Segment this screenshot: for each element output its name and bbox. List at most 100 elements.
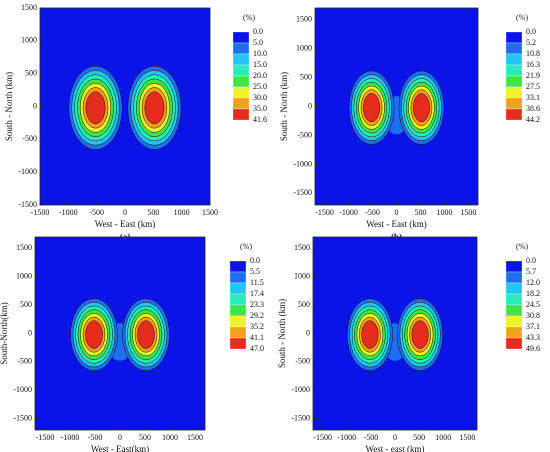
colorbar-box (505, 97, 523, 110)
y-tick-label: 1000 (16, 272, 32, 281)
contour-band (144, 91, 165, 125)
y-tick-label: 0 (306, 328, 310, 337)
colorbar-box (229, 326, 247, 339)
colorbar-box (505, 31, 523, 44)
colorbar-box (229, 282, 247, 295)
y-tick-label: -1500 (291, 413, 310, 422)
x-tick-label: 500 (147, 208, 159, 217)
contour-band (413, 93, 430, 123)
x-tick-label: -1000 (339, 208, 358, 217)
colorbar-label: 33.1 (526, 93, 540, 102)
colorbar-box (505, 260, 523, 273)
x-tick-label: -500 (365, 208, 380, 217)
y-axis-label: South - North (km) (4, 72, 14, 141)
y-tick-label: 500 (25, 68, 37, 77)
colorbar-title: (%) (516, 242, 528, 251)
colorbar-title: (%) (240, 242, 252, 251)
y-tick-label: -500 (295, 357, 310, 366)
x-tick-label: -1000 (61, 433, 80, 442)
colorbar-label: 20.0 (253, 71, 267, 80)
colorbar-box (505, 293, 523, 306)
colorbar-label: 41.6 (253, 115, 267, 124)
y-tick-label: 0 (33, 101, 37, 110)
x-tick-label: 1000 (436, 208, 452, 217)
y-tick-label: -500 (22, 134, 37, 143)
x-tick-label: 0 (395, 208, 399, 217)
y-tick-label: -1000 (13, 385, 32, 394)
y-tick-label: 1500 (16, 243, 32, 252)
colorbar-label: 5.5 (250, 267, 260, 276)
colorbar-label: 35.0 (253, 104, 267, 113)
colorbar-box (505, 53, 523, 66)
y-tick-label: 500 (298, 300, 310, 309)
colorbar-label: 49.6 (526, 344, 540, 353)
colorbar-label: 16.3 (526, 60, 540, 69)
colorbar-box (229, 315, 247, 328)
y-tick-label: -1000 (293, 159, 312, 168)
colorbar-box (229, 260, 247, 273)
colorbar-label: 24.5 (526, 300, 540, 309)
colorbar-box (505, 42, 523, 55)
colorbar-box (505, 304, 523, 317)
x-tick-label: 0 (118, 433, 122, 442)
colorbar-box (232, 31, 250, 44)
colorbar-box (505, 108, 523, 121)
x-axis-label: West - East (km) (366, 219, 427, 229)
x-tick-label: 1000 (162, 433, 178, 442)
colorbar-box (232, 97, 250, 110)
x-tick-label: -1000 (337, 433, 356, 442)
y-tick-label: 1500 (296, 14, 312, 23)
x-tick-label: 1500 (460, 208, 476, 217)
x-tick-label: -1000 (59, 208, 78, 217)
x-tick-label: -500 (364, 433, 379, 442)
y-tick-label: 0 (308, 101, 312, 110)
colorbar-label: 0.0 (250, 256, 260, 265)
colorbar-box (505, 75, 523, 88)
y-axis-label: South - North (km) (277, 299, 287, 368)
y-axis-label: South - North (km) (279, 72, 289, 141)
x-tick-label: 1000 (435, 433, 451, 442)
colorbar-label: 43.3 (526, 333, 540, 342)
y-tick-label: 1000 (21, 36, 37, 45)
colorbar-label: 41.1 (250, 333, 264, 342)
colorbar-box (229, 293, 247, 306)
colorbar-label: 5.7 (526, 267, 536, 276)
colorbar-box (229, 337, 247, 350)
colorbar-label: 5.0 (253, 38, 263, 47)
colorbar-box (232, 42, 250, 55)
colorbar-title: (%) (516, 13, 528, 22)
colorbar-box (229, 271, 247, 284)
colorbar-label: 11.5 (250, 278, 264, 287)
colorbar-label: 44.2 (526, 115, 540, 124)
y-tick-label: -1000 (18, 167, 37, 176)
y-tick-label: -1500 (293, 188, 312, 197)
colorbar-label: 47.0 (250, 344, 264, 353)
x-tick-label: -1500 (315, 208, 334, 217)
colorbar-box (505, 282, 523, 295)
colorbar-label: 27.5 (526, 82, 540, 91)
colorbar-box (505, 337, 523, 350)
y-tick-label: -500 (297, 130, 312, 139)
colorbar-label: 10.8 (526, 49, 540, 58)
colorbar-label: 5.2 (526, 38, 536, 47)
colorbar-label: 38.6 (526, 104, 540, 113)
contour-band (85, 320, 103, 349)
plot-area (35, 237, 205, 430)
x-tick-label: 0 (123, 208, 127, 217)
contour-band (137, 320, 155, 349)
colorbar-box (229, 304, 247, 317)
x-axis-label: West - east (km) (365, 444, 424, 452)
y-tick-label: -1500 (13, 413, 32, 422)
colorbar-box (232, 64, 250, 77)
y-tick-label: -500 (17, 357, 32, 366)
colorbar-label: 37.1 (526, 322, 540, 331)
x-tick-label: -1500 (36, 433, 55, 442)
contour-band (361, 320, 379, 349)
x-tick-label: 500 (414, 208, 426, 217)
colorbar-label: 17.4 (250, 289, 264, 298)
colorbar-label: 15.0 (253, 60, 267, 69)
colorbar-label: 21.9 (526, 71, 540, 80)
colorbar-box (232, 108, 250, 121)
y-tick-label: 1500 (294, 243, 310, 252)
